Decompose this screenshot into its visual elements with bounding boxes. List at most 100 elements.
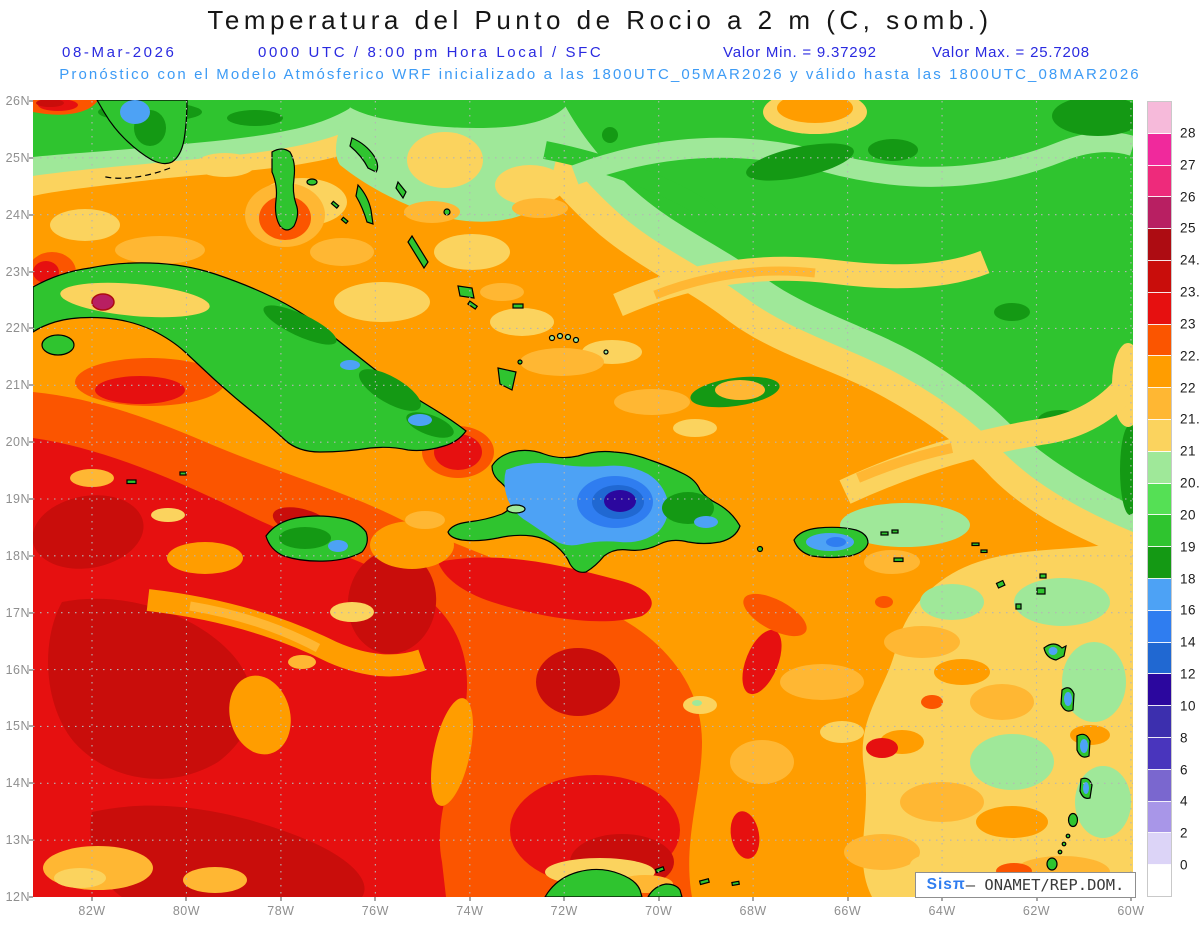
colorbar-tick-label: 0 bbox=[1180, 857, 1189, 873]
colorbar-segment bbox=[1148, 324, 1171, 357]
lon-tick bbox=[563, 897, 566, 901]
lat-tick bbox=[29, 213, 33, 216]
island-eleuthera bbox=[355, 183, 374, 225]
lon-tick bbox=[941, 897, 944, 901]
lat-tick-label: 25N bbox=[5, 150, 30, 165]
lon-tick bbox=[657, 897, 660, 901]
dewpoint-maximum-spot bbox=[91, 293, 115, 311]
lat-tick-label: 26N bbox=[5, 94, 30, 108]
colorbar-segment bbox=[1148, 260, 1171, 293]
lat-tick-label: 15N bbox=[5, 719, 30, 734]
colorbar-segment bbox=[1148, 578, 1171, 611]
lat-tick-label: 13N bbox=[5, 833, 30, 848]
island-abaco bbox=[349, 137, 379, 173]
lon-tick-label: 76W bbox=[361, 904, 389, 918]
lat-tick-label: 12N bbox=[5, 889, 30, 904]
lon-tick bbox=[846, 897, 849, 901]
colorbar-tick-label: 21 bbox=[1180, 443, 1197, 459]
colorbar-tick-label: 4 bbox=[1180, 793, 1189, 809]
dewpoint-minimum-core bbox=[604, 490, 636, 512]
colorbar-segment bbox=[1148, 419, 1171, 452]
page-title: Temperatura del Punto de Rocio a 2 m (C,… bbox=[207, 5, 993, 35]
lon-tick-label: 78W bbox=[267, 904, 295, 918]
lon-tick bbox=[374, 897, 377, 901]
lon-tick bbox=[752, 897, 755, 901]
colorbar-tick-label: 22 bbox=[1180, 380, 1197, 396]
island-inagua bbox=[497, 367, 517, 391]
lon-tick-label: 66W bbox=[833, 904, 862, 918]
colorbar-segment bbox=[1148, 769, 1171, 802]
colorbar-segment bbox=[1148, 801, 1171, 834]
colorbar-tick-label: 24.5 bbox=[1180, 252, 1200, 268]
colorbar-tick-label: 8 bbox=[1180, 730, 1189, 746]
colorbar-segment bbox=[1148, 642, 1171, 675]
lon-tick-label: 80W bbox=[172, 904, 201, 918]
lat-tick bbox=[29, 270, 33, 273]
colorbar-tick-label: 2 bbox=[1180, 825, 1189, 841]
colorbar-tick-label: 21.5 bbox=[1180, 411, 1200, 427]
model-info-label: Pronóstico con el Modelo Atmósferico WRF… bbox=[59, 66, 1141, 83]
colorbar-segment bbox=[1148, 197, 1171, 230]
colorbar-segment bbox=[1148, 515, 1171, 548]
lat-tick bbox=[29, 497, 33, 500]
lat-tick-label: 19N bbox=[5, 491, 30, 506]
colorbar-segment bbox=[1148, 292, 1171, 325]
lat-tick bbox=[29, 839, 33, 842]
date-label: 08-Mar-2026 bbox=[62, 44, 177, 61]
colorbar-tick-label: 16 bbox=[1180, 602, 1197, 618]
lat-tick bbox=[29, 782, 33, 785]
lon-tick bbox=[1035, 897, 1038, 901]
lat-tick-label: 20N bbox=[5, 435, 30, 450]
lon-tick bbox=[1129, 897, 1132, 901]
colorbar-tick-label: 22.5 bbox=[1180, 348, 1200, 364]
lon-tick-label: 68W bbox=[739, 904, 767, 918]
colorbar-tick-label: 20.5 bbox=[1180, 475, 1200, 491]
colorbar-tick-label: 10 bbox=[1180, 698, 1197, 714]
lon-tick bbox=[185, 897, 188, 901]
lat-tick-label: 21N bbox=[5, 378, 30, 393]
dewpoint-contour-map bbox=[33, 100, 1133, 897]
lat-tick-label: 17N bbox=[5, 605, 30, 620]
lat-tick-label: 14N bbox=[5, 776, 30, 791]
lon-tick bbox=[468, 897, 471, 901]
colorbar-tick-label: 27 bbox=[1180, 157, 1197, 173]
colorbar-tick-label: 23.5 bbox=[1180, 284, 1200, 300]
lat-tick bbox=[29, 327, 33, 330]
lon-tick-label: 60W bbox=[1117, 904, 1145, 918]
watermark-org: – ONAMET/REP.DOM. bbox=[965, 876, 1125, 894]
lon-tick bbox=[91, 897, 93, 901]
colorbar-segment bbox=[1148, 865, 1171, 896]
lon-tick-label: 72W bbox=[550, 904, 578, 918]
lon-tick bbox=[279, 897, 282, 901]
lat-tick bbox=[29, 611, 33, 614]
colorbar-tick-label: 28 bbox=[1180, 125, 1197, 141]
lat-tick bbox=[29, 725, 33, 728]
colorbar-segment bbox=[1148, 674, 1171, 707]
watermark-brand: Sisπ bbox=[926, 876, 966, 893]
watermark: Sisπ – ONAMET/REP.DOM. bbox=[915, 872, 1136, 898]
colorbar-tick-label: 26 bbox=[1180, 189, 1197, 205]
colorbar-tick-label: 12 bbox=[1180, 666, 1197, 682]
lat-tick bbox=[29, 100, 33, 102]
gridlines bbox=[33, 101, 1133, 897]
islands-layer bbox=[33, 100, 1093, 897]
lat-tick-label: 23N bbox=[5, 264, 30, 279]
lon-tick-label: 70W bbox=[645, 904, 673, 918]
colorbar-tick-label: 14 bbox=[1180, 634, 1197, 650]
lat-tick bbox=[29, 554, 33, 557]
venezuela-coast bbox=[544, 868, 643, 897]
colorbar-tick-label: 6 bbox=[1180, 762, 1189, 778]
colorbar-tick-label: 23 bbox=[1180, 316, 1197, 332]
colorbar-tick-label: 25 bbox=[1180, 220, 1197, 236]
colorbar-segment bbox=[1148, 388, 1171, 420]
lon-tick-label: 82W bbox=[78, 904, 106, 918]
colorbar-segment bbox=[1148, 737, 1171, 770]
contour-field bbox=[33, 100, 1133, 897]
lon-tick-label: 64W bbox=[928, 904, 956, 918]
validity-label: 0000 UTC / 8:00 pm Hora Local / SFC bbox=[258, 44, 604, 61]
island-gonave bbox=[506, 504, 526, 514]
colorbar-tick-label: 20 bbox=[1180, 507, 1197, 523]
colorbar-segment bbox=[1148, 706, 1171, 738]
map-canvas bbox=[33, 100, 1133, 897]
